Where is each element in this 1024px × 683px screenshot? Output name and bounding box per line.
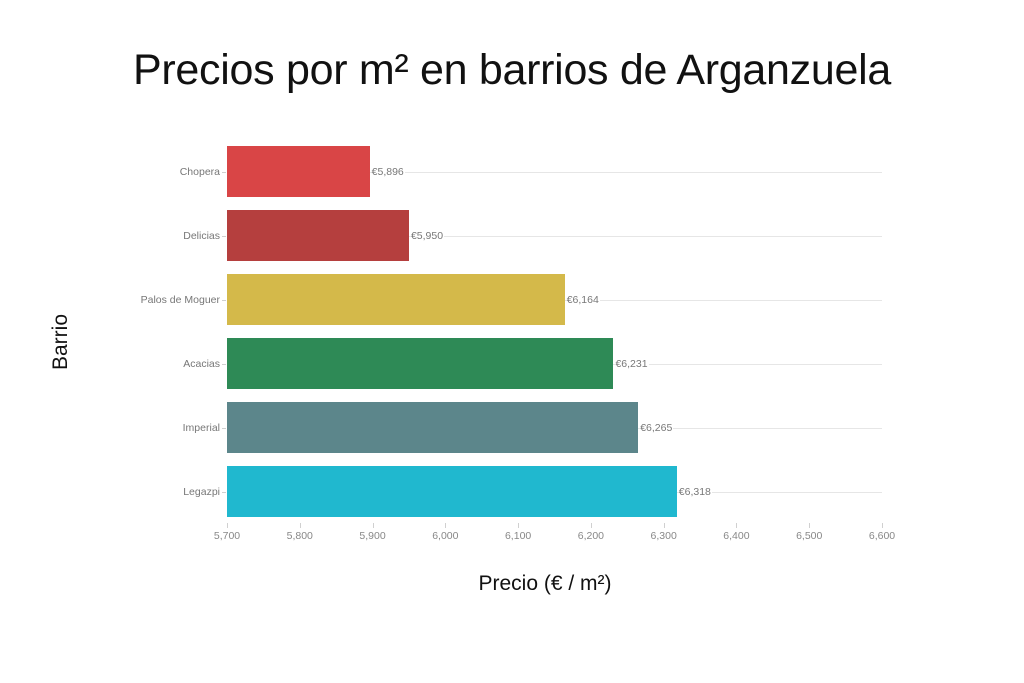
category-tick [222,492,226,493]
x-tick-label: 6,600 [868,530,896,542]
x-tick [664,523,665,528]
value-label: €6,265 [640,421,674,434]
chart-title: Precios por m² en barrios de Arganzuela [133,46,891,94]
value-label: €6,164 [566,293,600,306]
bar-chopera[interactable] [227,146,370,197]
bar-acacias[interactable] [227,338,614,389]
x-tick-label: 6,400 [723,530,750,542]
x-tick [445,523,446,528]
x-tick [736,523,737,528]
category-tick [222,236,226,237]
category-tick [222,364,226,365]
bar-palos-de-moguer[interactable] [227,274,565,325]
gridline [227,236,882,237]
bar-imperial[interactable] [227,402,639,453]
x-tick-label: 6,100 [504,530,532,542]
category-label: Legazpi [183,485,220,498]
category-tick [222,428,226,429]
category-label: Acacias [183,357,220,370]
x-tick [227,523,228,528]
x-axis-label: Precio (€ / m²) [478,572,612,595]
x-tick [518,523,519,528]
x-tick-label: 6,500 [796,530,823,542]
x-tick [300,523,301,528]
category-label: Chopera [179,165,220,178]
value-label: €5,950 [410,229,445,242]
gridline [227,172,882,173]
x-tick-label: 6,200 [577,530,605,542]
x-tick [882,523,883,528]
category-label: Palos de Moguer [140,293,220,306]
x-tick [809,523,810,528]
category-label: Delicias [183,229,220,242]
bar-legazpi[interactable] [227,466,677,517]
category-label: Imperial [182,421,220,434]
value-label: €5,896 [371,165,405,178]
x-tick-label: 6,300 [650,530,677,542]
value-label: €6,318 [678,485,712,498]
x-tick-label: 5,900 [359,530,386,542]
x-tick-label: 6,000 [432,530,459,542]
x-tick [591,523,592,528]
category-tick [222,300,226,301]
category-tick [222,172,226,173]
value-label: €6,231 [615,357,649,370]
x-tick [373,523,374,528]
x-tick-label: 5,800 [286,530,313,542]
x-tick-label: 5,700 [213,530,241,542]
bar-delicias[interactable] [227,210,409,261]
